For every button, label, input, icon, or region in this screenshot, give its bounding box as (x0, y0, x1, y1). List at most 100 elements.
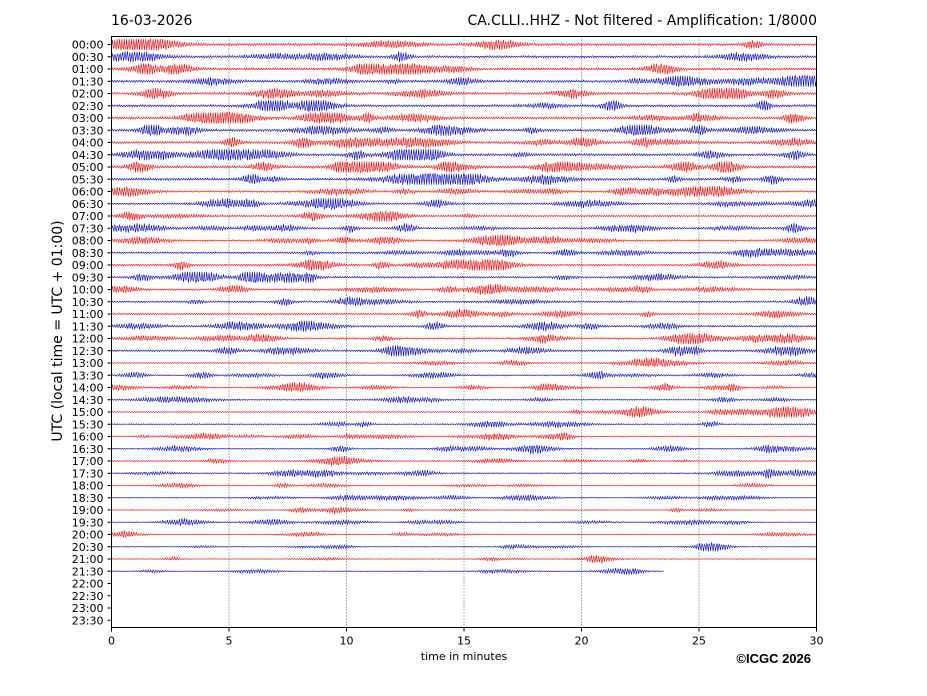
y-tick-label: 21:00 (72, 553, 104, 566)
trace-2030 (111, 542, 817, 552)
trace-0130 (111, 74, 817, 87)
y-tick-label: 12:30 (72, 345, 104, 358)
trace-0100 (111, 63, 817, 75)
trace-group (111, 37, 817, 575)
trace-1630 (111, 444, 817, 455)
y-tick-label: 13:00 (72, 357, 104, 370)
y-tick-label: 20:30 (72, 541, 104, 554)
y-tick-label: 10:00 (72, 284, 104, 297)
y-tick-label: 18:00 (72, 480, 104, 493)
trace-2000 (111, 530, 817, 539)
date-label: 16-03-2026 (111, 13, 192, 29)
trace-1100 (111, 308, 817, 319)
trace-1130 (111, 320, 817, 332)
trace-2100 (111, 554, 817, 564)
y-tick-label: 09:30 (72, 271, 104, 284)
trace-1600 (111, 432, 817, 441)
trace-0630 (111, 198, 817, 211)
trace-1800 (111, 482, 817, 489)
y-tick-label: 11:00 (72, 308, 104, 321)
y-tick-label: 23:00 (72, 602, 104, 615)
trace-0800 (111, 234, 817, 247)
trace-0830 (111, 247, 817, 258)
x-tick-label: 30 (810, 635, 824, 648)
trace-1300 (111, 357, 817, 368)
y-tick-group: 00:0000:3001:0001:3002:0002:3003:0003:30… (72, 39, 112, 627)
y-tick-label: 17:00 (72, 455, 104, 468)
y-tick-label: 13:30 (72, 369, 104, 382)
y-tick-label: 01:00 (72, 63, 104, 76)
y-tick-label: 03:00 (72, 112, 104, 125)
y-tick-label: 18:30 (72, 492, 104, 505)
plot-frame (111, 36, 817, 628)
y-tick-label: 19:30 (72, 516, 104, 529)
y-tick-label: 21:30 (72, 565, 104, 578)
y-tick-label: 05:00 (72, 161, 104, 174)
y-tick-label: 20:00 (72, 529, 104, 542)
y-tick-label: 16:00 (72, 431, 104, 444)
trace-0330 (111, 124, 817, 136)
y-axis-title: UTC (local time = UTC + 01:00) (50, 220, 66, 441)
y-tick-label: 10:30 (72, 296, 104, 309)
y-tick-label: 15:00 (72, 406, 104, 419)
x-tick-label: 25 (692, 635, 706, 648)
y-tick-label: 06:00 (72, 186, 104, 199)
y-tick-label: 22:30 (72, 590, 104, 603)
trace-1930 (111, 518, 817, 527)
trace-0730 (111, 222, 817, 234)
trace-1530 (111, 420, 817, 428)
trace-1830 (111, 494, 817, 502)
trace-0230 (111, 100, 817, 113)
grid-lines (228, 36, 700, 628)
y-tick-label: 04:00 (72, 137, 104, 150)
y-tick-label: 19:00 (72, 504, 104, 517)
y-tick-label: 07:00 (72, 210, 104, 223)
trace-1400 (111, 381, 817, 392)
y-tick-label: 14:30 (72, 394, 104, 407)
trace-1700 (111, 455, 817, 467)
y-tick-label: 09:00 (72, 259, 104, 272)
trace-1330 (111, 370, 817, 380)
y-tick-label: 11:30 (72, 320, 104, 333)
trace-0900 (111, 259, 817, 271)
trace-2130 (111, 567, 664, 575)
trace-1200 (111, 332, 817, 345)
trace-0700 (111, 210, 817, 222)
y-tick-label: 16:30 (72, 443, 104, 456)
y-tick-label: 02:30 (72, 100, 104, 113)
trace-1900 (111, 506, 817, 515)
trace-1730 (111, 468, 817, 479)
trace-0000 (111, 37, 817, 51)
trace-0600 (111, 185, 817, 198)
trace-1030 (111, 296, 817, 307)
x-tick-label: 15 (457, 635, 471, 648)
trace-0430 (111, 149, 817, 162)
x-tick-group: 0 5 10 15 20 25 30 (108, 627, 824, 648)
y-tick-label: 08:30 (72, 247, 104, 260)
copyright-label: ©ICGC 2026 (736, 651, 811, 666)
y-tick-label: 23:30 (72, 614, 104, 627)
x-tick-label: 5 (226, 635, 233, 648)
trace-0500 (111, 161, 817, 174)
y-tick-label: 05:30 (72, 173, 104, 186)
trace-1430 (111, 396, 817, 404)
station-title: CA.CLLI..HHZ - Not filtered - Amplificat… (468, 13, 817, 29)
trace-0030 (111, 51, 817, 63)
trace-1000 (111, 283, 817, 296)
trace-1230 (111, 345, 817, 357)
trace-0530 (111, 173, 817, 185)
y-tick-label: 06:30 (72, 198, 104, 211)
y-tick-label: 00:30 (72, 51, 104, 64)
trace-0400 (111, 136, 817, 149)
y-tick-label: 15:30 (72, 418, 104, 431)
y-tick-label: 08:00 (72, 235, 104, 248)
y-tick-label: 02:00 (72, 88, 104, 101)
trace-0300 (111, 111, 817, 124)
y-tick-label: 14:00 (72, 382, 104, 395)
trace-0200 (111, 87, 817, 100)
trace-0930 (111, 271, 817, 283)
x-tick-label: 20 (575, 635, 589, 648)
y-tick-label: 22:00 (72, 578, 104, 591)
y-tick-label: 04:30 (72, 149, 104, 162)
